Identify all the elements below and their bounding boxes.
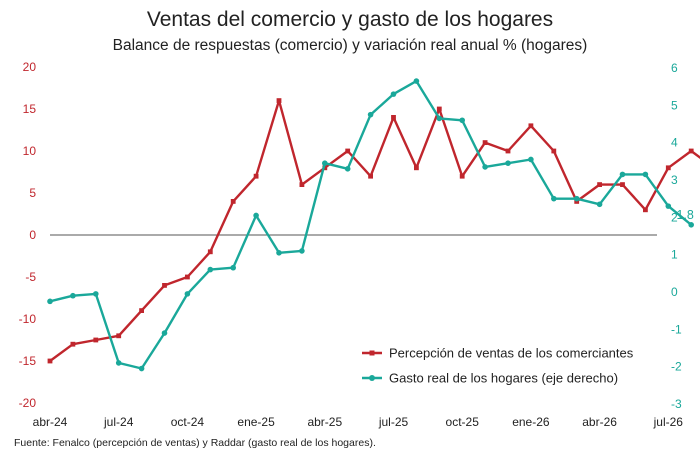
x-tick-label: abr-25 [307, 415, 342, 429]
series-point [47, 358, 53, 364]
series-point [253, 173, 259, 179]
series-point [414, 165, 419, 171]
series-point [276, 250, 282, 256]
y-right-tick-label: 1 [671, 248, 678, 262]
y-left-tick-label: 20 [23, 60, 37, 74]
series-point [665, 165, 671, 171]
x-tick-label: oct-24 [171, 415, 205, 429]
series-point [185, 274, 190, 280]
series-line-1 [49, 99, 700, 362]
legend-marker [369, 375, 375, 381]
series-point [482, 140, 488, 145]
x-tick-label: oct-25 [446, 415, 480, 429]
x-tick-label: abr-24 [33, 415, 68, 429]
y-left-tick-label: 5 [29, 186, 36, 200]
y-right-tick-label: 3 [671, 173, 678, 187]
series-point [688, 148, 694, 154]
y-left-tick-label: 10 [23, 144, 37, 158]
series-point [482, 164, 488, 170]
series-line-2 [49, 79, 692, 370]
series-point [299, 248, 305, 254]
series-point [551, 195, 557, 202]
series-point [138, 365, 145, 372]
x-tick-label: jul-26 [653, 415, 684, 429]
series-point [207, 266, 214, 273]
y-right-tick-label: -3 [671, 397, 682, 411]
series-point [391, 115, 396, 120]
x-tick-label: jul-25 [378, 415, 409, 429]
series-point [47, 298, 53, 305]
series-point [459, 117, 466, 124]
x-tick-label: abr-26 [582, 415, 617, 429]
series-point [642, 171, 649, 178]
series-point [459, 173, 465, 179]
y-right-tick-label: 5 [671, 98, 678, 112]
y-left-tick-label: -10 [19, 312, 37, 326]
series-point [620, 182, 625, 187]
series-end-label: 1.8 [677, 208, 694, 222]
series-point [344, 166, 351, 172]
series-point [597, 182, 602, 187]
series-point [528, 123, 534, 129]
series-point [413, 78, 420, 84]
source-note: Fuente: Fenalco (percepción de ventas) y… [14, 437, 376, 449]
y-left-tick-label: 0 [29, 228, 36, 242]
y-left-tick-label: -5 [25, 270, 36, 284]
series-point [253, 212, 259, 219]
series-point [93, 291, 99, 297]
y-left-tick-label: -20 [19, 396, 37, 410]
series-point [70, 292, 76, 299]
series-point [551, 148, 557, 154]
legend-label: Gasto real de los hogares (eje derecho) [389, 371, 618, 386]
series-point [115, 360, 122, 366]
series-point [345, 148, 351, 154]
chart-title: Ventas del comercio y gasto de los hogar… [146, 8, 554, 31]
y-right-tick-label: -2 [671, 360, 682, 374]
series-point [643, 207, 648, 213]
series-point [573, 195, 580, 202]
series-point [619, 171, 626, 178]
x-tick-label: ene-25 [237, 415, 275, 429]
y-right-tick-label: 0 [671, 285, 678, 299]
series-point [367, 111, 374, 118]
y-right-tick-label: 4 [671, 136, 678, 150]
legend: Percepción de ventas de los comerciantes… [362, 346, 634, 386]
series-point [528, 156, 534, 163]
series-point [230, 199, 236, 204]
series-point [436, 106, 442, 112]
series-point [116, 333, 122, 339]
x-tick-label: ene-26 [512, 415, 550, 429]
series-point [299, 182, 305, 187]
series-point [139, 308, 144, 313]
series-point [93, 337, 99, 343]
y-right-tick-label: 6 [671, 61, 678, 75]
y-left-tick-label: -15 [19, 354, 37, 368]
series-point [505, 148, 511, 154]
legend-marker [369, 350, 375, 356]
series-point [207, 249, 213, 255]
series-point [596, 201, 603, 208]
series-point [390, 91, 397, 97]
series-point [162, 283, 167, 288]
y-left-tick-label: 15 [23, 102, 37, 116]
series-point [505, 160, 511, 166]
series-point [368, 173, 373, 179]
series-point [184, 291, 191, 297]
series-point [665, 203, 672, 209]
series-point [230, 264, 236, 271]
series-point [688, 222, 694, 228]
series-point [322, 160, 328, 166]
y-right-tick-label: 2 [671, 210, 678, 224]
series-point [161, 330, 168, 336]
series-point [436, 115, 443, 122]
legend-label: Percepción de ventas de los comerciantes [389, 346, 634, 361]
series-point [276, 98, 282, 103]
x-tick-label: jul-24 [103, 415, 134, 429]
series-point [70, 341, 76, 347]
chart-subtitle: Balance de respuestas (comercio) y varia… [112, 37, 588, 54]
y-right-tick-label: -1 [671, 322, 682, 336]
